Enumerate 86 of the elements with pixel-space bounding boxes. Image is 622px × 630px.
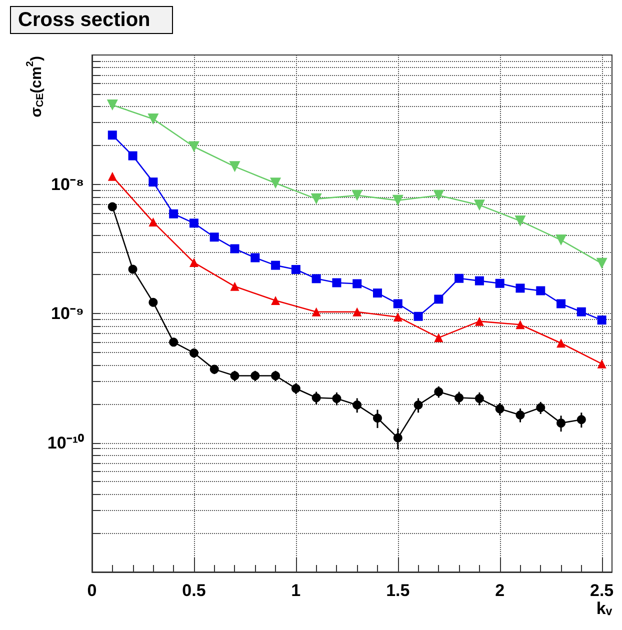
point	[189, 348, 198, 358]
point	[433, 190, 444, 201]
point	[210, 364, 219, 374]
point	[556, 299, 566, 308]
point	[576, 415, 586, 424]
point	[148, 178, 158, 187]
point	[271, 371, 280, 380]
point	[352, 279, 362, 288]
point	[312, 307, 321, 316]
point	[271, 260, 280, 270]
point	[536, 286, 546, 296]
point	[434, 333, 444, 342]
point	[596, 258, 608, 269]
point	[108, 172, 117, 181]
point	[393, 312, 402, 322]
point	[516, 284, 525, 293]
point	[169, 338, 178, 347]
point	[516, 320, 525, 330]
point	[516, 410, 525, 420]
point	[312, 393, 321, 402]
x-tick-label: 2.5	[590, 581, 614, 600]
point	[291, 384, 300, 393]
point	[414, 312, 423, 321]
point	[108, 202, 117, 212]
point	[106, 100, 118, 111]
point	[148, 113, 159, 124]
point	[352, 400, 362, 410]
point	[210, 232, 219, 242]
point	[514, 215, 526, 226]
x-tick-label: 1	[291, 581, 301, 600]
point	[169, 209, 178, 218]
point	[393, 299, 402, 308]
point	[312, 274, 321, 284]
point	[556, 338, 566, 348]
point	[128, 151, 138, 160]
point	[230, 371, 240, 380]
point	[188, 141, 200, 152]
x-tick-label: 2	[495, 581, 505, 600]
point	[556, 234, 567, 246]
point	[108, 130, 117, 140]
point	[250, 371, 260, 380]
point	[291, 265, 300, 274]
point	[434, 387, 444, 396]
y-tick-label: 10⁻¹⁰	[47, 433, 84, 452]
x-tick-label: 0.5	[182, 581, 206, 600]
point	[352, 190, 363, 201]
point	[474, 276, 484, 286]
point	[229, 161, 240, 172]
point	[230, 282, 240, 291]
point	[597, 316, 606, 325]
point	[495, 404, 504, 414]
point	[148, 298, 158, 307]
x-axis-title: kᵥ	[596, 599, 613, 618]
chart-title: Cross section	[18, 9, 150, 31]
point	[270, 178, 282, 189]
x-tick-label: 0	[87, 581, 97, 600]
point	[332, 278, 342, 288]
point	[393, 433, 402, 442]
y-tick-label: 10⁻⁹	[51, 304, 84, 323]
point	[373, 414, 382, 423]
point	[474, 394, 484, 403]
point	[454, 393, 464, 402]
point	[556, 418, 566, 428]
point	[310, 193, 322, 204]
point	[250, 253, 260, 262]
point	[474, 316, 484, 326]
point	[495, 278, 504, 288]
point	[474, 200, 485, 211]
point	[230, 244, 240, 254]
point	[372, 288, 382, 298]
y-tick-label: 10⁻⁸	[51, 174, 84, 194]
point	[352, 307, 362, 316]
point	[434, 294, 444, 304]
x-tick-label: 1.5	[386, 581, 410, 600]
point	[576, 307, 586, 316]
point	[536, 403, 546, 412]
point	[392, 194, 404, 206]
point	[148, 218, 158, 227]
point	[189, 258, 198, 268]
point	[271, 296, 280, 306]
point	[454, 274, 464, 283]
point	[414, 400, 423, 410]
point	[189, 218, 198, 228]
point	[597, 359, 606, 368]
point	[128, 264, 138, 274]
point	[332, 394, 342, 403]
